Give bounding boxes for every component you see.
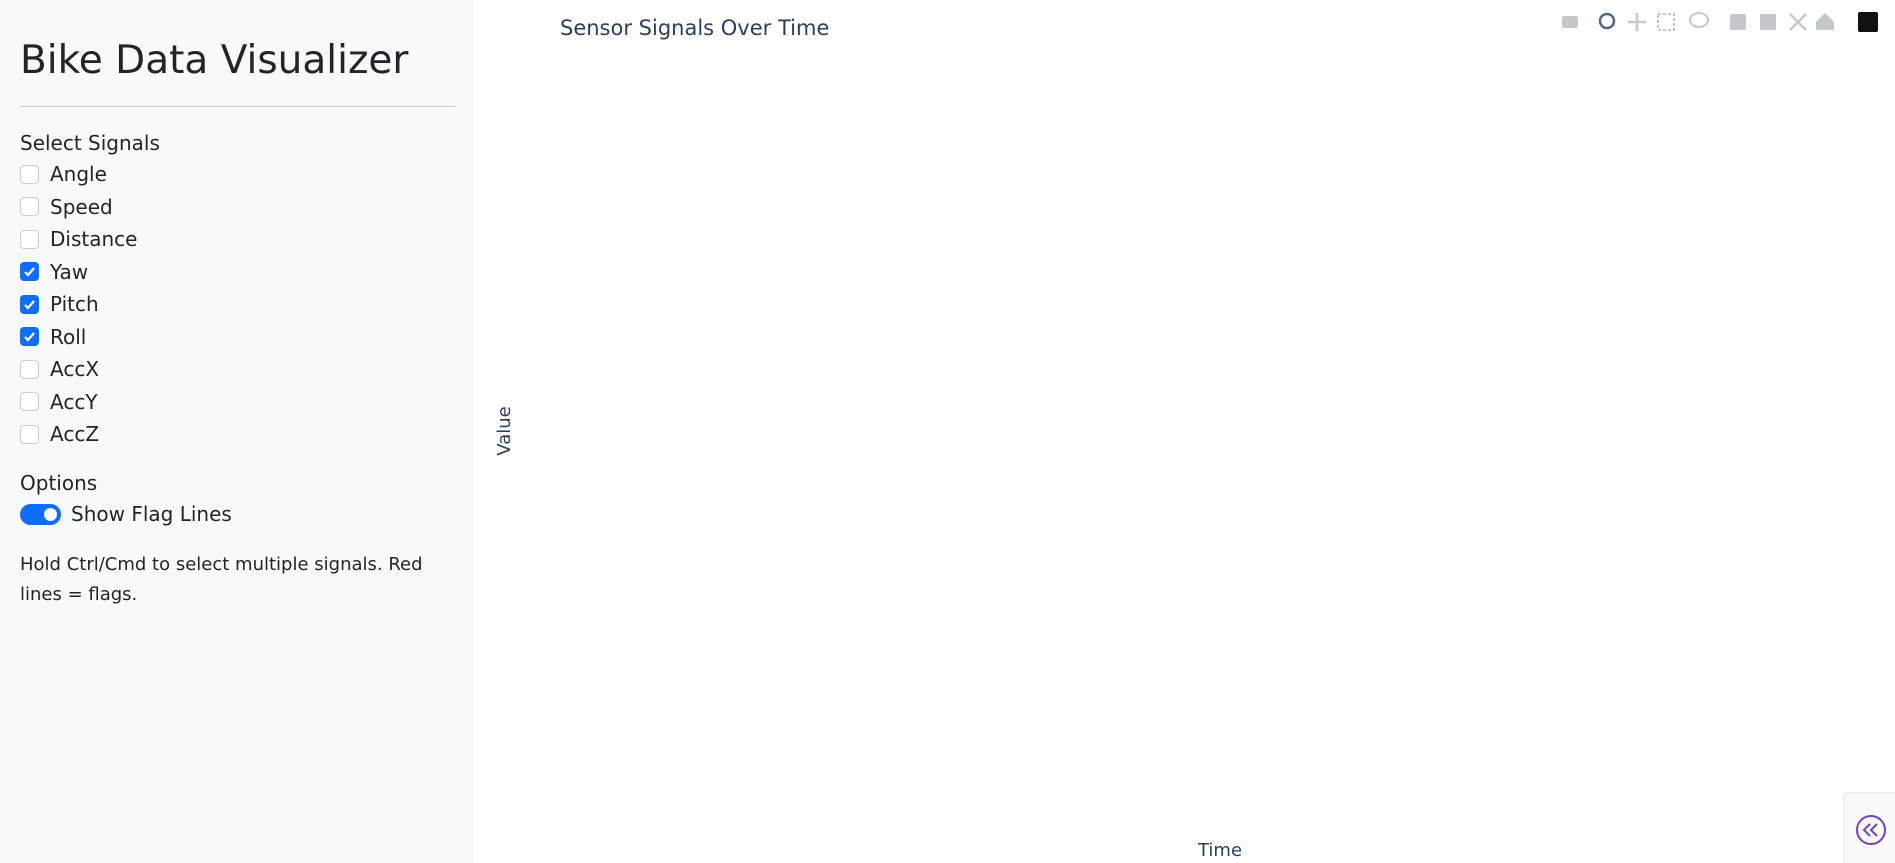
collapse-icon	[1862, 823, 1878, 837]
signal-label[interactable]: AccY	[50, 389, 98, 414]
autoscale-button[interactable]	[1789, 13, 1807, 31]
pan-button[interactable]	[1628, 13, 1646, 31]
reset-button[interactable]	[1816, 13, 1834, 30]
lasso-button[interactable]	[1689, 12, 1709, 28]
checkbox[interactable]	[20, 262, 39, 282]
check-icon	[24, 267, 35, 277]
checkbox[interactable]	[20, 229, 39, 249]
checkbox[interactable]	[20, 294, 39, 314]
signal-option[interactable]: Angle	[20, 158, 455, 191]
toggle-label[interactable]: Show Flag Lines	[71, 502, 232, 526]
signal-option[interactable]: Speed	[20, 191, 455, 224]
signal-label[interactable]: Distance	[50, 227, 138, 252]
checkbox[interactable]	[20, 359, 39, 379]
signal-option[interactable]: AccX	[20, 353, 455, 386]
signal-label[interactable]: Yaw	[50, 259, 89, 284]
flag-toggle[interactable]: Show Flag Lines	[20, 502, 232, 526]
zoom-button[interactable]	[1598, 12, 1616, 30]
signal-label[interactable]: Roll	[50, 324, 87, 349]
signal-option[interactable]: Yaw	[20, 256, 455, 289]
signal-option[interactable]: Pitch	[20, 288, 455, 321]
check-icon	[24, 300, 35, 310]
app-title: Bike Data Visualizer	[20, 38, 409, 83]
chart-background	[474, 0, 1895, 863]
zoom-in-button[interactable]	[1730, 14, 1746, 30]
signal-label[interactable]: Speed	[50, 194, 113, 219]
signal-list: Angle Speed Distance Yaw Pitch Roll AccX AccY Ac…	[20, 158, 455, 451]
chart-labels: Sensor Signals Over Time Time Value	[494, 16, 1242, 861]
toggle-knob	[44, 507, 57, 521]
plotly-logo[interactable]	[1858, 12, 1878, 32]
signal-option[interactable]: AccY	[20, 386, 455, 419]
checkbox[interactable]	[20, 327, 39, 347]
box-select-button[interactable]	[1657, 13, 1675, 31]
signal-option[interactable]: Roll	[20, 321, 455, 354]
sidebar: Bike Data Visualizer Select Signals Angl…	[0, 0, 474, 863]
signal-label[interactable]: Pitch	[50, 292, 99, 317]
collapse-button[interactable]	[1856, 815, 1886, 845]
signal-label[interactable]: AccX	[50, 357, 100, 382]
sidebar-toggle[interactable]	[1843, 792, 1895, 863]
checkbox[interactable]	[20, 392, 39, 412]
signal-label[interactable]: AccZ	[50, 422, 100, 447]
options-heading: Options	[20, 471, 98, 495]
signal-option[interactable]: AccZ	[20, 418, 455, 451]
y-axis-title: Value	[494, 406, 515, 455]
modebar	[1562, 12, 1878, 32]
help-text: Hold Ctrl/Cmd to select multiple signals…	[20, 554, 423, 605]
x-axis-title: Time	[1197, 840, 1242, 861]
toggle-switch[interactable]	[20, 503, 61, 525]
checkbox[interactable]	[20, 197, 39, 217]
checkbox[interactable]	[20, 164, 39, 184]
chart: Sensor Signals Over Time Time Value	[474, 0, 1895, 863]
divider	[20, 106, 455, 107]
collapse-panel	[1843, 792, 1895, 863]
zoom-out-button[interactable]	[1760, 14, 1776, 30]
signals-heading: Select Signals	[20, 131, 160, 155]
signal-label[interactable]: Angle	[50, 162, 107, 187]
chart-title: Sensor Signals Over Time	[560, 16, 829, 40]
signal-option[interactable]: Distance	[20, 223, 455, 256]
checkbox[interactable]	[20, 424, 39, 444]
camera-button[interactable]	[1562, 16, 1578, 28]
check-icon	[24, 332, 35, 342]
